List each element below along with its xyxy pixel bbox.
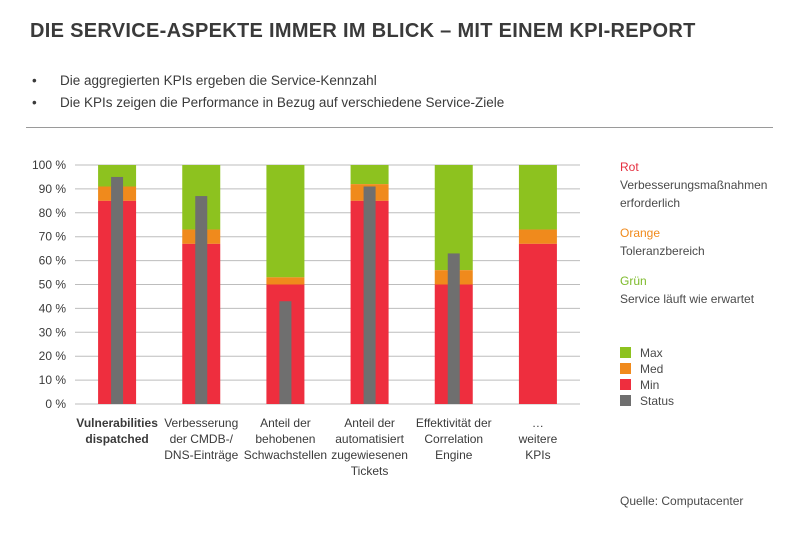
x-category-label: … bbox=[532, 416, 544, 430]
bullet-symbol: • bbox=[32, 95, 37, 110]
bullet-item: • Die aggregierten KPIs ergeben die Serv… bbox=[30, 70, 504, 92]
bar-status bbox=[447, 253, 460, 404]
bar-status bbox=[111, 176, 124, 404]
bar-max bbox=[350, 165, 389, 185]
legend-label: Status bbox=[640, 394, 675, 408]
legend-info-rot: Rot Verbesserungsmaßnahmen erforderlich bbox=[620, 158, 767, 212]
legend-info-heading: Orange bbox=[620, 226, 661, 240]
x-category-label: KPIs bbox=[525, 448, 550, 462]
legend-swatch-status bbox=[620, 395, 631, 406]
legend-label: Min bbox=[640, 378, 660, 392]
bar-status bbox=[363, 186, 376, 404]
x-category-label: dispatched bbox=[85, 432, 148, 446]
legend-info-text: Service läuft wie erwartet bbox=[620, 292, 755, 306]
bar-status bbox=[279, 301, 292, 404]
bar-min bbox=[518, 243, 557, 404]
x-category-label: Anteil der bbox=[344, 416, 395, 430]
page-title: DIE SERVICE-ASPEKTE IMMER IM BLICK – MIT… bbox=[30, 20, 696, 42]
y-tick-label: 10 % bbox=[39, 373, 67, 387]
x-category-label: Schwachstellen bbox=[244, 448, 327, 462]
y-tick-label: 0 % bbox=[45, 397, 66, 411]
legend-swatch-max bbox=[620, 347, 631, 358]
legend-item-status: Status bbox=[620, 393, 674, 409]
y-tick-label: 20 % bbox=[39, 349, 67, 363]
x-category-label: Anteil der bbox=[260, 416, 311, 430]
legend-label: Max bbox=[640, 346, 663, 360]
x-category-label: Effektivität der bbox=[416, 416, 492, 430]
legend-info-heading: Grün bbox=[620, 274, 647, 288]
y-tick-label: 70 % bbox=[39, 230, 67, 244]
legend-swatch-min bbox=[620, 379, 631, 390]
x-category-label: DNS-Einträge bbox=[164, 448, 238, 462]
bullet-list: • Die aggregierten KPIs ergeben die Serv… bbox=[30, 70, 504, 114]
y-tick-label: 100 % bbox=[32, 158, 66, 172]
bar-max bbox=[434, 165, 473, 271]
bar-max bbox=[266, 165, 305, 278]
divider-line bbox=[26, 127, 773, 128]
bullet-symbol: • bbox=[32, 73, 37, 88]
bar-med bbox=[518, 229, 557, 244]
x-category-label: Tickets bbox=[351, 464, 389, 478]
legend-swatch-med bbox=[620, 363, 631, 374]
legend-label: Med bbox=[640, 362, 664, 376]
y-tick-label: 80 % bbox=[39, 206, 67, 220]
x-category-label: Correlation bbox=[424, 432, 483, 446]
x-category-label: zugewiesenen bbox=[331, 448, 408, 462]
x-category-label: weitere bbox=[518, 432, 558, 446]
y-tick-label: 40 % bbox=[39, 301, 67, 315]
legend-item-max: Max bbox=[620, 345, 663, 361]
x-category-label: der CMDB-/ bbox=[170, 432, 234, 446]
bar-status bbox=[195, 196, 208, 404]
y-tick-label: 60 % bbox=[39, 254, 67, 268]
legend-item-med: Med bbox=[620, 361, 663, 377]
legend-info-text: Toleranzbereich bbox=[620, 244, 705, 258]
legend-info-gruen: Grün Service läuft wie erwartet bbox=[620, 272, 754, 308]
y-tick-label: 50 % bbox=[39, 278, 67, 292]
x-category-label: Vulnerabilities bbox=[76, 416, 158, 430]
bar-max bbox=[518, 165, 557, 230]
legend-info-heading: Rot bbox=[620, 160, 639, 174]
legend-item-min: Min bbox=[620, 377, 659, 393]
x-category-label: Engine bbox=[435, 448, 473, 462]
legend-info-text: Verbesserungsmaßnahmen bbox=[620, 178, 768, 192]
bullet-text: Die aggregierten KPIs ergeben die Servic… bbox=[60, 73, 377, 88]
x-category-label: behobenen bbox=[255, 432, 315, 446]
bar-med bbox=[266, 277, 305, 285]
x-category-label: Verbesserung bbox=[164, 416, 238, 430]
bullet-text: Die KPIs zeigen die Performance in Bezug… bbox=[60, 95, 505, 110]
legend-info-text: erforderlich bbox=[620, 196, 681, 210]
legend-info-orange: Orange Toleranzbereich bbox=[620, 224, 705, 260]
bar-max bbox=[98, 165, 137, 187]
source-note: Quelle: Computacenter bbox=[620, 494, 744, 508]
y-tick-label: 30 % bbox=[39, 325, 67, 339]
bullet-item: • Die KPIs zeigen die Performance in Bez… bbox=[30, 92, 504, 114]
y-tick-label: 90 % bbox=[39, 182, 67, 196]
x-category-label: automatisiert bbox=[335, 432, 404, 446]
